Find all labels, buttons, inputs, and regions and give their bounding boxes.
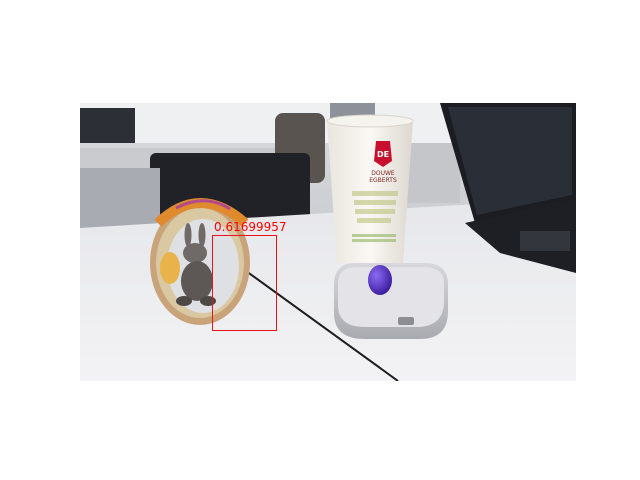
cup-logo-text: DE	[377, 150, 389, 159]
coffee-cup: DE DOUWE EGBERTS	[326, 114, 414, 263]
de-logo-icon	[374, 141, 392, 167]
cup-brand-line1: DOUWE	[371, 170, 395, 177]
detection-score-label: 0.61699957	[214, 220, 287, 234]
cup-brand-line2: EGBERTS	[369, 177, 397, 184]
laptop	[440, 103, 576, 273]
table-seam	[234, 262, 399, 381]
detection-box	[212, 235, 277, 331]
distant-bag	[80, 108, 135, 143]
photo: DE DOUWE EGBERTS	[80, 103, 576, 381]
chocolate-egg	[368, 265, 392, 295]
bunny-figurine	[160, 223, 216, 306]
mint-tin	[334, 263, 448, 339]
